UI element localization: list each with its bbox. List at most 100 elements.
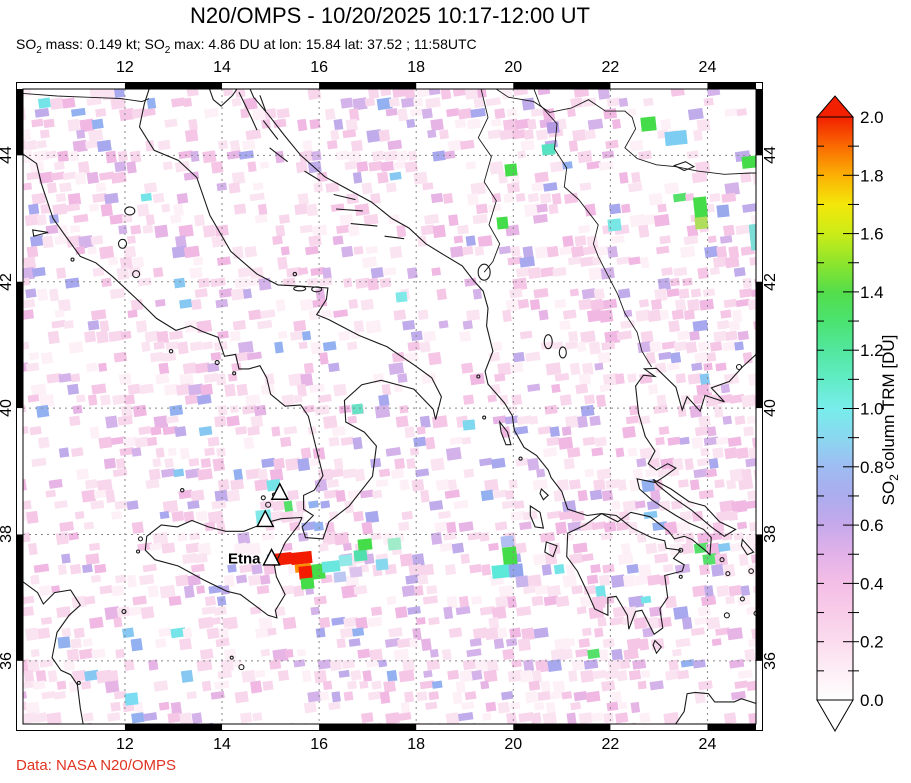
small-island-dot — [238, 664, 245, 671]
so2-noise-field — [23, 89, 756, 724]
lat-tick-label-left: 38 — [0, 525, 15, 544]
coastlines-layer — [23, 89, 756, 724]
island-outline — [566, 513, 685, 636]
small-island-dot — [723, 612, 730, 619]
colorbar-tick-label: 1.6 — [860, 225, 884, 244]
lon-tick-label-top: 16 — [310, 59, 328, 76]
lat-tick-label-left: 36 — [0, 651, 15, 670]
lon-tick-label-top: 20 — [504, 59, 523, 76]
colorbar-axis-label: SO2 column TRM [DU] — [879, 335, 901, 506]
island-outline — [529, 504, 545, 529]
island-outline — [652, 479, 737, 537]
small-island-dot — [229, 655, 234, 660]
colorbar-tick-label: 1.4 — [860, 283, 884, 302]
subtitle-text: mass: 0.149 kt; SO — [41, 36, 165, 52]
coastline — [208, 89, 238, 107]
river — [477, 89, 501, 273]
lake-outline — [558, 346, 567, 359]
lon-tick-label-top: 14 — [213, 59, 231, 76]
footer-credit: Data: NASA N20/OMPS — [16, 757, 177, 774]
small-island-dot — [739, 596, 745, 602]
small-island-dot — [476, 374, 481, 379]
small-island-dot — [265, 501, 272, 508]
small-island-dot — [121, 608, 127, 615]
lon-tick-label-bottom: 12 — [116, 736, 134, 753]
small-island-dot — [292, 271, 298, 277]
island-outline — [652, 639, 663, 655]
coastline — [238, 91, 258, 131]
island-outline — [539, 488, 550, 501]
lat-tick-label-right: 42 — [762, 272, 779, 291]
coastline — [144, 516, 303, 619]
colorbar-tick-label: 1.0 — [860, 400, 884, 419]
volcano-triangle-icon — [256, 509, 275, 528]
lat-tick-label-right: 40 — [762, 399, 779, 417]
river — [23, 92, 150, 103]
small-island-dot — [232, 371, 237, 376]
colorbar-tick-label: 1.8 — [860, 166, 884, 185]
colorbar: 0.0 0.2 0.4 0.6 0.8 1.0 1.2 1.4 1.6 1.8 2.0 SO2 col… — [815, 95, 901, 732]
subtitle-text: max: 4.86 DU at lon: 15.84 lat: 37.52 ; … — [170, 36, 477, 52]
lon-tick-label-bottom: 22 — [601, 736, 620, 753]
small-island-dot — [748, 568, 754, 574]
lake-outline — [543, 334, 553, 350]
river — [533, 89, 652, 368]
lon-tick-label-bottom: 14 — [213, 736, 231, 753]
volcano-markers: Etna — [228, 482, 289, 567]
lat-tick-label-left: 44 — [0, 146, 15, 165]
colorbar-top-arrow-icon — [815, 95, 855, 118]
small-island-dot — [719, 557, 725, 563]
island-outline — [740, 538, 755, 556]
coastline — [269, 147, 288, 163]
subtitle: SO2 mass: 0.149 kt; SO2 max: 4.86 DU at … — [16, 36, 477, 56]
lon-tick-label-top: 12 — [116, 59, 134, 76]
coastline — [336, 208, 363, 212]
lake-outline — [477, 263, 491, 281]
coastline — [350, 223, 378, 227]
island-outline — [32, 229, 49, 237]
colorbar-tick-label: 1.2 — [860, 341, 884, 360]
lat-tick-label-right: 44 — [762, 146, 779, 165]
graticule — [23, 89, 756, 724]
lon-tick-label-bottom: 24 — [698, 736, 717, 753]
subtitle-sub: 2 — [36, 44, 42, 56]
small-island-dot — [70, 257, 75, 262]
small-island-dot — [76, 680, 81, 685]
coastline — [23, 581, 84, 724]
lat-tick-label-right: 36 — [762, 651, 779, 670]
volcano-triangle-icon — [262, 547, 281, 566]
lon-tick-label-bottom: 18 — [407, 736, 426, 753]
lat-tick-label-right: 38 — [762, 525, 779, 544]
small-island-dot — [137, 536, 144, 542]
small-island-dot — [260, 495, 266, 501]
lake-outline — [124, 206, 136, 216]
coastline — [259, 95, 267, 112]
lon-tick-label-top: 24 — [698, 59, 717, 76]
small-island-dot — [168, 348, 174, 354]
map-frame — [16, 82, 763, 731]
coastline — [333, 193, 356, 201]
island-outline — [544, 541, 558, 558]
river — [495, 89, 756, 175]
coastline — [304, 170, 321, 182]
island-outline — [498, 420, 512, 446]
coastline — [249, 89, 756, 556]
colorbar-tick-label: 0.4 — [860, 574, 884, 593]
small-island-dot — [753, 610, 756, 616]
volcano-label: Etna — [228, 550, 261, 567]
small-island-dot — [678, 574, 683, 579]
small-island-dot — [214, 360, 220, 366]
coastline — [675, 691, 756, 724]
lat-tick-label-left: 42 — [0, 272, 15, 291]
volcano-triangle-icon — [270, 482, 289, 500]
lake-outline — [293, 285, 307, 292]
lake-outline — [311, 286, 323, 293]
small-island-dot — [135, 549, 141, 554]
colorbar-tick-label: 0.8 — [860, 458, 884, 477]
small-island-dot — [518, 456, 523, 461]
page-title: N20/OMPS - 10/20/2025 10:17-12:00 UT — [190, 3, 590, 28]
lat-tick-label-left: 40 — [0, 399, 15, 417]
colorbar-tick-label: 0.6 — [860, 516, 884, 535]
lon-tick-label-bottom: 20 — [504, 736, 523, 753]
